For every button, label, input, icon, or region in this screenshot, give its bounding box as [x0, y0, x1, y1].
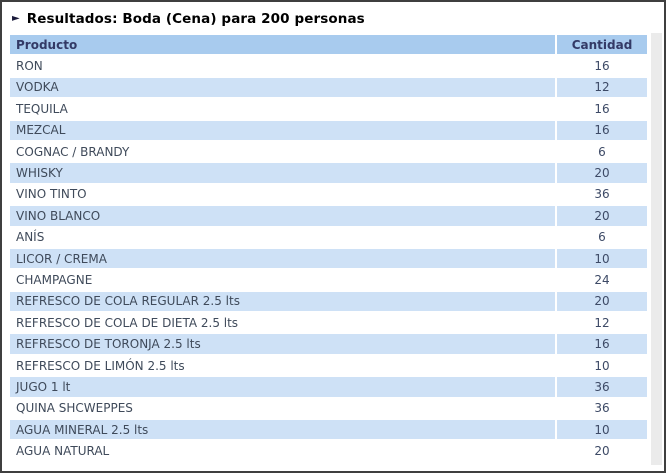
product-cell: RON — [10, 56, 555, 76]
product-cell: TEQUILA — [10, 99, 555, 119]
product-cell: VINO BLANCO — [10, 206, 555, 226]
table-row: LICOR / CREMA 10 — [10, 248, 647, 269]
collapse-arrow-icon[interactable]: ► — [12, 13, 20, 24]
table-row: TEQUILA 16 — [10, 99, 647, 119]
results-table: Producto Cantidad RON 16 VODKA 12 TEQUILA 16 M… — [8, 33, 649, 463]
quantity-cell: 10 — [557, 355, 647, 376]
table-row: VINO TINTO 36 — [10, 184, 647, 205]
table-row: ANÍS 6 — [10, 227, 647, 247]
quantity-cell: 10 — [557, 420, 647, 440]
quantity-cell: 20 — [557, 206, 647, 226]
table-row: JUGO 1 lt 36 — [10, 377, 647, 397]
quantity-cell: 10 — [557, 248, 647, 269]
table-body: RON 16 VODKA 12 TEQUILA 16 MEZCAL 16 COGNAC / BR… — [10, 56, 647, 461]
table-row: CHAMPAGNE 24 — [10, 270, 647, 290]
product-cell: MEZCAL — [10, 120, 555, 140]
table-row: VODKA 12 — [10, 77, 647, 98]
quantity-cell: 12 — [557, 77, 647, 98]
table-row: RON 16 — [10, 56, 647, 76]
product-cell: REFRESCO DE COLA DE DIETA 2.5 lts — [10, 313, 555, 333]
table-row: REFRESCO DE COLA DE DIETA 2.5 lts 12 — [10, 313, 647, 333]
quantity-cell: 6 — [557, 141, 647, 162]
product-cell: CHAMPAGNE — [10, 270, 555, 290]
product-cell: VINO TINTO — [10, 184, 555, 205]
product-cell: REFRESCO DE TORONJA 2.5 lts — [10, 334, 555, 354]
table-row: REFRESCO DE COLA REGULAR 2.5 lts 20 — [10, 291, 647, 312]
quantity-cell: 20 — [557, 441, 647, 461]
table-header-row: Producto Cantidad — [10, 35, 647, 55]
quantity-cell: 36 — [557, 398, 647, 419]
product-cell: ANÍS — [10, 227, 555, 247]
quantity-cell: 36 — [557, 184, 647, 205]
table-row: VINO BLANCO 20 — [10, 206, 647, 226]
table-row: MEZCAL 16 — [10, 120, 647, 140]
table-row: COGNAC / BRANDY 6 — [10, 141, 647, 162]
product-cell: AGUA MINERAL 2.5 lts — [10, 420, 555, 440]
quantity-cell: 16 — [557, 334, 647, 354]
product-cell: COGNAC / BRANDY — [10, 141, 555, 162]
right-gutter — [651, 33, 662, 465]
column-header-producto: Producto — [10, 35, 555, 55]
table-row: AGUA MINERAL 2.5 lts 10 — [10, 420, 647, 440]
product-cell: REFRESCO DE COLA REGULAR 2.5 lts — [10, 291, 555, 312]
quantity-cell: 20 — [557, 291, 647, 312]
quantity-cell: 16 — [557, 99, 647, 119]
product-cell: REFRESCO DE LIMÓN 2.5 lts — [10, 355, 555, 376]
quantity-cell: 12 — [557, 313, 647, 333]
product-cell: VODKA — [10, 77, 555, 98]
quantity-cell: 20 — [557, 163, 647, 183]
product-cell: JUGO 1 lt — [10, 377, 555, 397]
column-header-cantidad: Cantidad — [557, 35, 647, 55]
quantity-cell: 16 — [557, 56, 647, 76]
product-cell: WHISKY — [10, 163, 555, 183]
quantity-cell: 16 — [557, 120, 647, 140]
page-title: Resultados: Boda (Cena) para 200 persona… — [26, 11, 365, 27]
table-row: WHISKY 20 — [10, 163, 647, 183]
table-row: REFRESCO DE TORONJA 2.5 lts 16 — [10, 334, 647, 354]
results-header: ► Resultados: Boda (Cena) para 200 perso… — [2, 2, 664, 33]
results-table-wrap: Producto Cantidad RON 16 VODKA 12 TEQUILA 16 M… — [8, 33, 664, 465]
product-cell: LICOR / CREMA — [10, 248, 555, 269]
table-header: Producto Cantidad — [10, 35, 647, 55]
quantity-cell: 36 — [557, 377, 647, 397]
table-row: REFRESCO DE LIMÓN 2.5 lts 10 — [10, 355, 647, 376]
table-row: QUINA SHCWEPPES 36 — [10, 398, 647, 419]
table-row: AGUA NATURAL 20 — [10, 441, 647, 461]
product-cell: AGUA NATURAL — [10, 441, 555, 461]
quantity-cell: 24 — [557, 270, 647, 290]
quantity-cell: 6 — [557, 227, 647, 247]
product-cell: QUINA SHCWEPPES — [10, 398, 555, 419]
